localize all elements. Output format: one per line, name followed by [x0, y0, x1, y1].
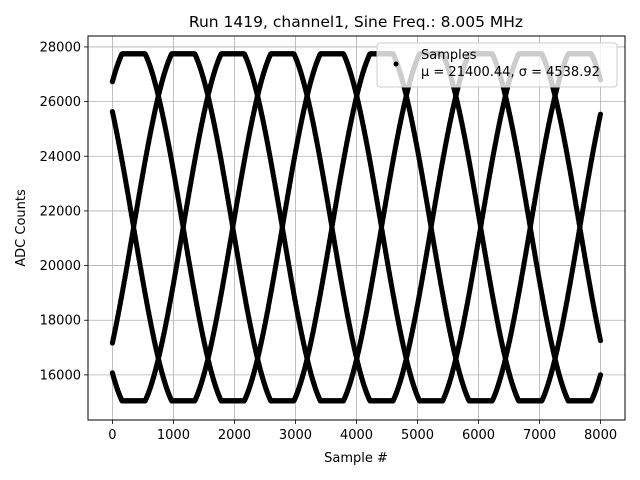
data-points	[109, 51, 604, 404]
chart-title: Run 1419, channel1, Sine Freq.: 8.005 MH…	[189, 13, 523, 31]
